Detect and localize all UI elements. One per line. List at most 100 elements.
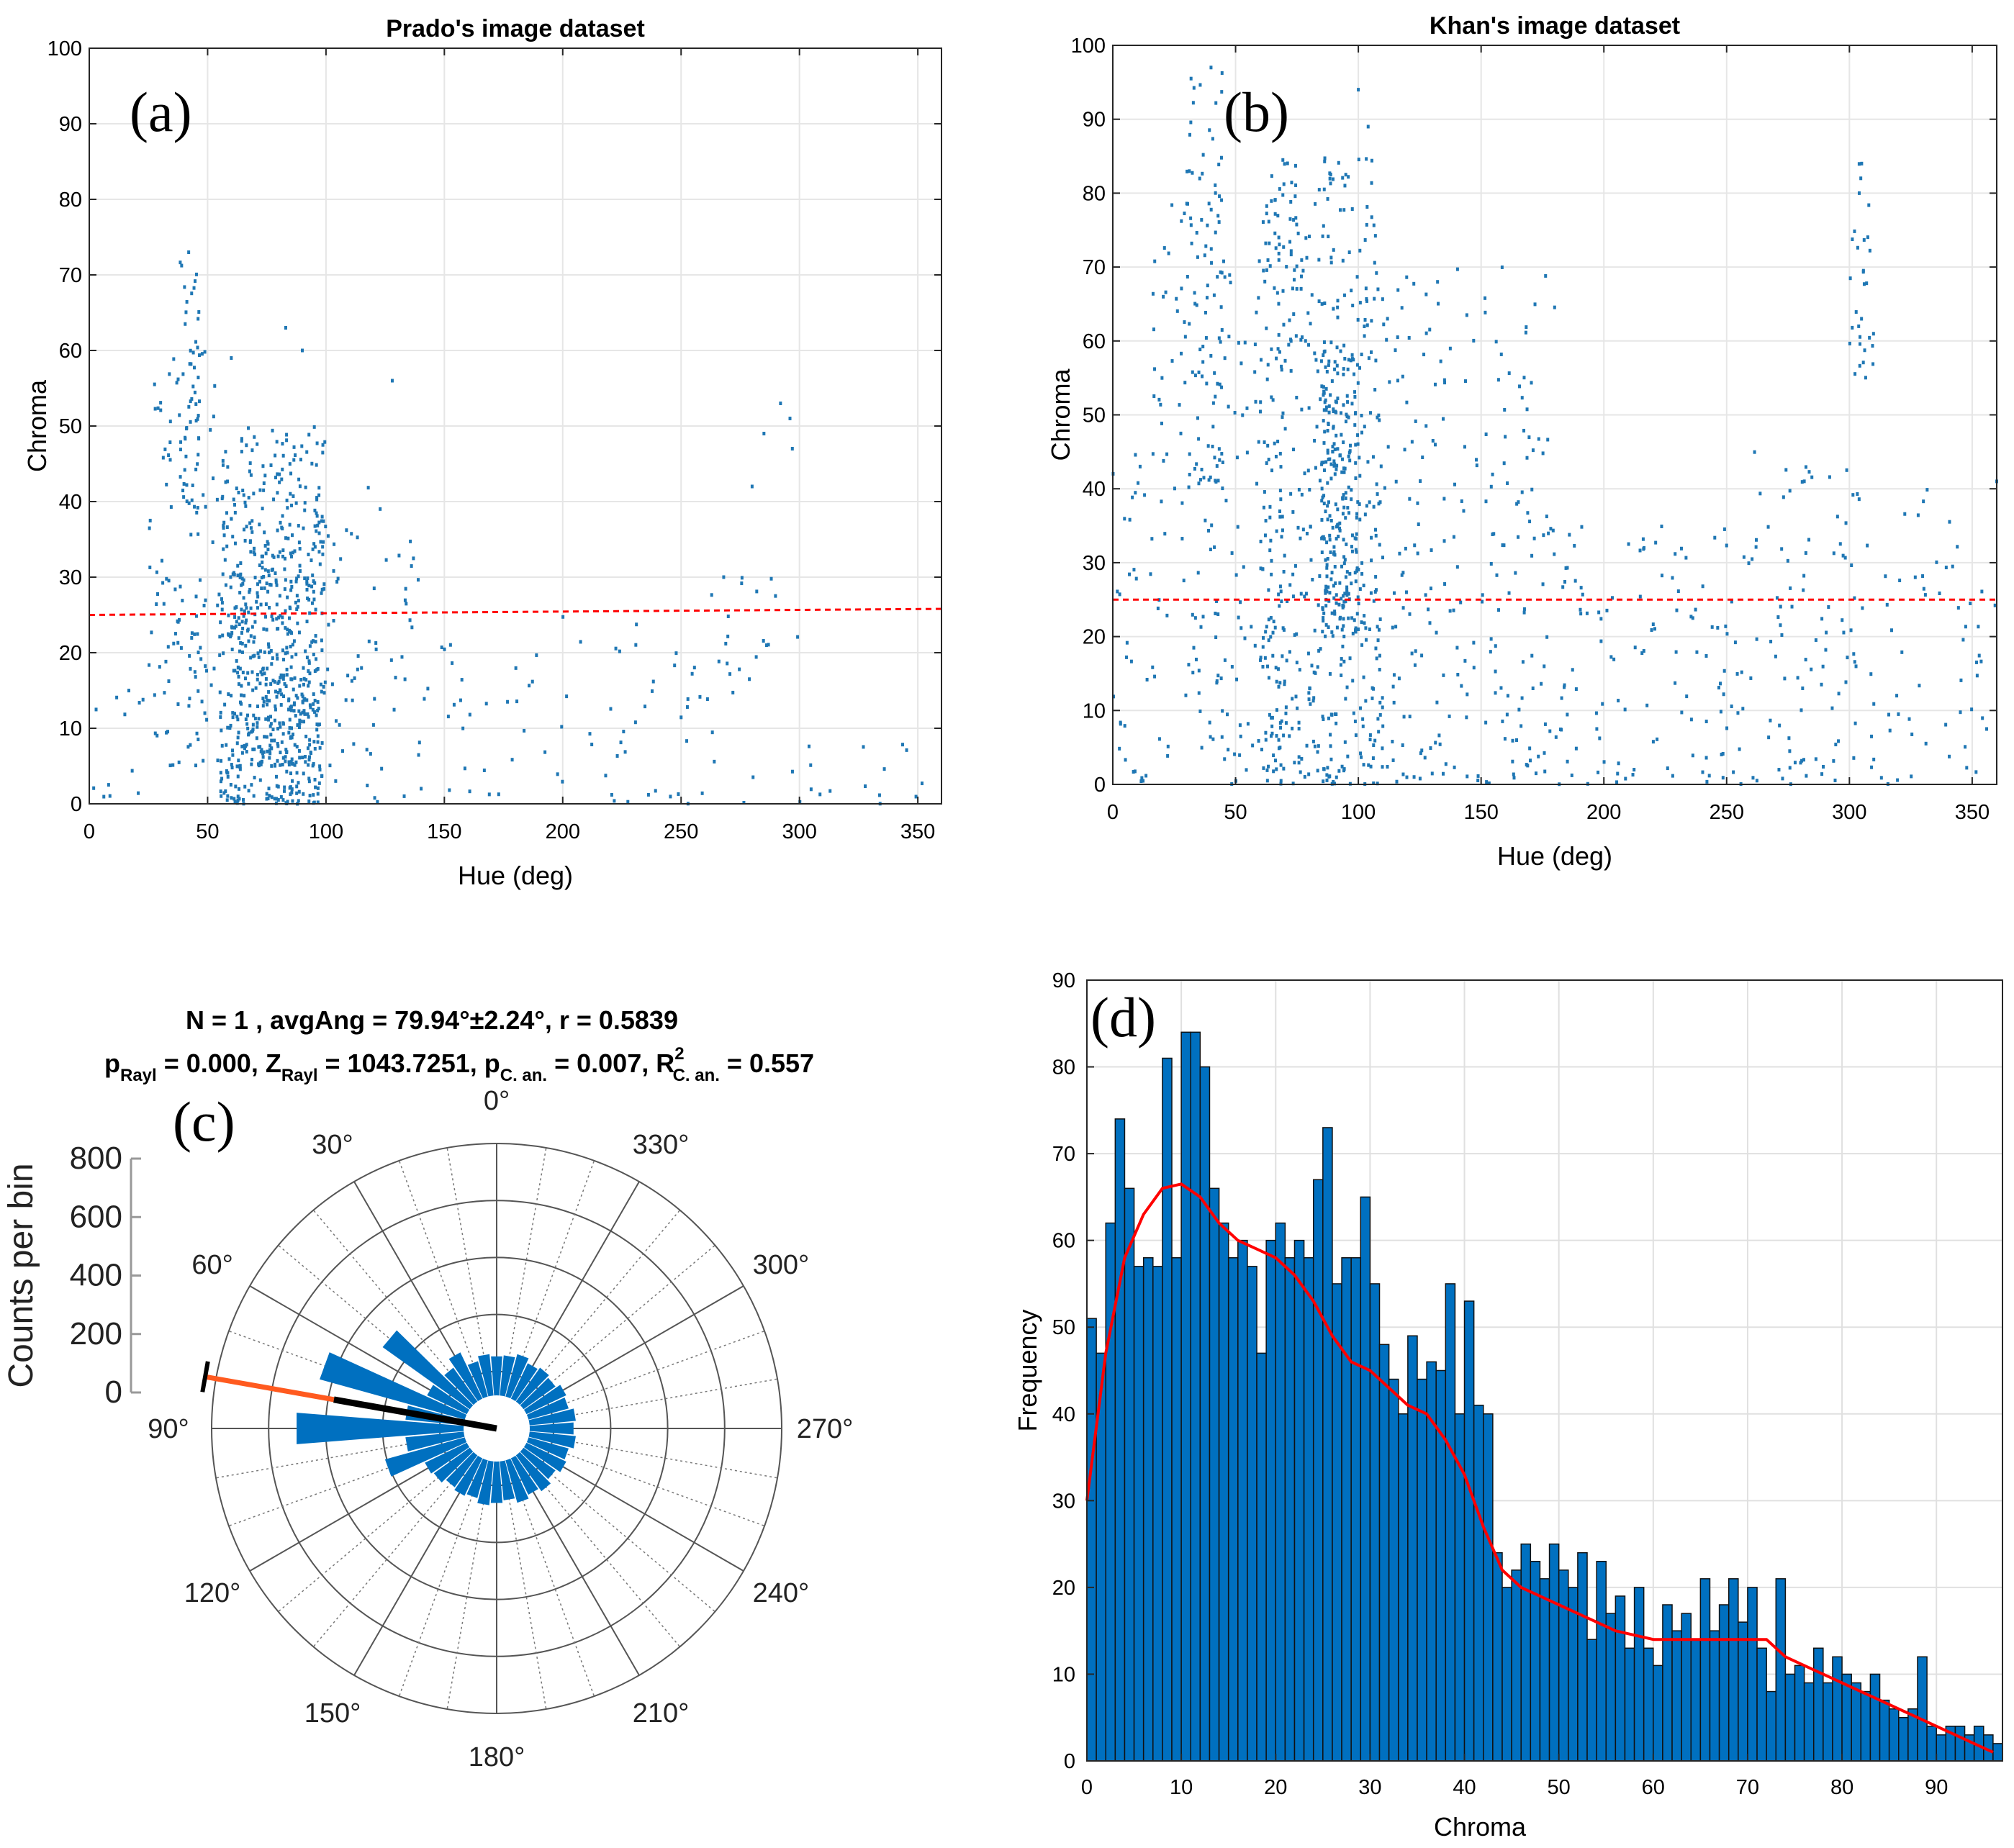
data-point [1216, 275, 1219, 279]
data-point [1180, 351, 1183, 355]
data-point [1265, 212, 1268, 216]
data-point [1322, 616, 1325, 620]
data-point [1370, 696, 1374, 700]
histogram-bar [1615, 1595, 1626, 1762]
data-point [1331, 450, 1335, 454]
data-point [1679, 546, 1683, 551]
data-point [196, 632, 199, 636]
data-point [247, 496, 250, 500]
data-point [1153, 367, 1157, 371]
data-point [1859, 176, 1863, 181]
data-point [614, 646, 618, 651]
data-point [332, 619, 335, 623]
data-point [1284, 705, 1288, 710]
histogram-bar [1114, 1118, 1126, 1762]
data-point [1974, 660, 1978, 664]
data-point [1563, 580, 1567, 584]
data-point [1377, 413, 1381, 417]
data-point [1405, 275, 1409, 279]
data-point [705, 697, 709, 702]
data-point [250, 783, 253, 787]
data-point [1354, 629, 1358, 633]
histogram-bar [1511, 1570, 1522, 1762]
y-tick-label: 60 [1052, 1230, 1075, 1253]
data-point [1342, 635, 1346, 639]
data-point [232, 669, 235, 673]
data-point [249, 634, 253, 638]
data-point [302, 682, 305, 687]
data-point [1334, 581, 1337, 585]
data-point [1810, 667, 1813, 671]
data-point [1605, 608, 1609, 612]
data-point [338, 723, 341, 727]
data-point [1350, 497, 1353, 502]
data-point [738, 667, 741, 671]
data-point [1253, 643, 1257, 648]
data-point [1162, 458, 1165, 463]
data-point [202, 493, 205, 497]
data-point [1345, 587, 1349, 592]
data-point [247, 733, 250, 737]
data-point [218, 690, 222, 694]
data-point [379, 507, 382, 511]
data-point [1329, 255, 1333, 260]
data-point [218, 635, 222, 639]
x-tick-label: 300 [1832, 801, 1866, 824]
data-point [1370, 319, 1373, 323]
data-point [192, 286, 196, 290]
data-point [287, 760, 291, 764]
data-point [1317, 188, 1321, 192]
data-point [365, 748, 369, 752]
data-point [1304, 592, 1308, 596]
data-point [1981, 716, 1984, 720]
data-point [807, 744, 810, 748]
data-point [1282, 245, 1286, 249]
data-point [307, 758, 311, 762]
data-point [1326, 517, 1329, 522]
data-point [1428, 327, 1432, 332]
data-point [1306, 651, 1310, 656]
histogram-bar [1303, 1257, 1314, 1762]
data-point [1332, 782, 1336, 786]
data-point [235, 715, 239, 719]
data-point [1571, 668, 1574, 672]
data-point [227, 613, 230, 617]
data-point [1156, 606, 1160, 610]
panel-a: 0 50 100 150 200 250 300 350 0 10 20 30 40 50 60 70 80 90… [0, 0, 957, 907]
data-point [1358, 587, 1362, 592]
data-point [1345, 412, 1348, 417]
data-point [394, 676, 397, 680]
data-point [1353, 618, 1356, 622]
data-point [1329, 519, 1333, 523]
data-point [1558, 728, 1562, 732]
histogram-bar [1171, 1257, 1182, 1762]
data-point [1289, 338, 1293, 342]
data-point [163, 447, 167, 451]
data-point [281, 756, 285, 760]
data-point [1189, 216, 1193, 220]
data-point [308, 703, 312, 707]
data-point [1157, 737, 1161, 741]
data-point [185, 483, 189, 487]
data-point [1858, 363, 1861, 368]
data-point [1335, 625, 1339, 630]
data-point [1196, 255, 1199, 259]
data-point [1725, 543, 1728, 548]
data-point [1404, 590, 1408, 594]
data-point [249, 656, 253, 660]
data-point [1888, 728, 1892, 733]
data-point [1292, 312, 1296, 316]
data-point [1263, 533, 1267, 538]
histogram-bar [1699, 1578, 1711, 1762]
data-point [274, 580, 278, 584]
data-point [169, 505, 173, 509]
histogram-bar [1142, 1257, 1154, 1762]
data-point [1394, 625, 1398, 629]
histogram-bar [1124, 1187, 1135, 1762]
data-point [179, 448, 182, 452]
data-point [1215, 599, 1219, 603]
data-point [237, 636, 240, 640]
data-point [1204, 336, 1208, 340]
data-point [179, 261, 182, 265]
data-point [1779, 604, 1782, 609]
